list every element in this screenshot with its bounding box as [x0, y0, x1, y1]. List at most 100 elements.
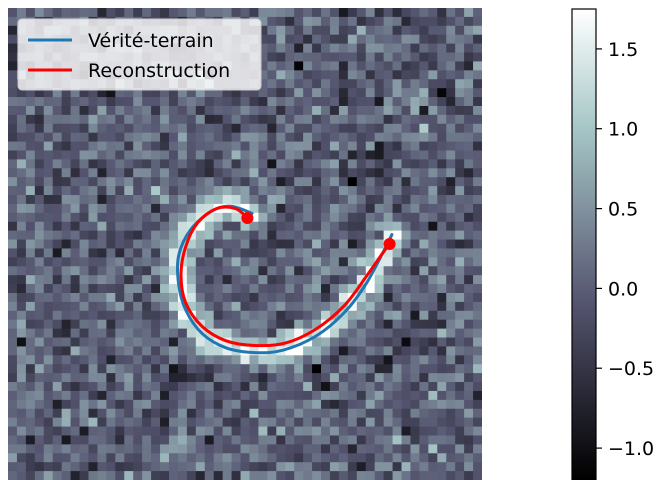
heatmap-cell — [338, 275, 349, 285]
heatmap-cell — [464, 61, 474, 71]
heatmap-cell — [16, 8, 27, 18]
heatmap-cell — [213, 239, 224, 250]
heatmap-cell — [321, 43, 331, 54]
heatmap-cell — [160, 382, 170, 392]
heatmap-cell — [455, 390, 465, 401]
heatmap-cell — [186, 319, 197, 330]
heatmap-cell — [347, 150, 358, 160]
heatmap-cell — [43, 168, 54, 178]
heatmap-cell — [142, 257, 152, 267]
heatmap-cell — [88, 373, 99, 383]
heatmap-cell — [383, 399, 394, 410]
heatmap-cell — [464, 186, 474, 196]
heatmap-cell — [70, 114, 81, 125]
heatmap-cell — [329, 408, 340, 419]
heatmap-cell — [347, 34, 358, 45]
heatmap-cell — [410, 34, 420, 45]
heatmap-cell — [419, 337, 429, 348]
heatmap-cell — [124, 328, 134, 339]
heatmap-cell — [285, 61, 295, 71]
heatmap-cell — [43, 132, 54, 143]
heatmap-cell — [25, 177, 36, 187]
heatmap-cell — [294, 97, 304, 107]
heatmap-cell — [365, 346, 376, 356]
heatmap-cell — [294, 123, 304, 134]
heatmap-cell — [61, 159, 72, 169]
heatmap-cell — [195, 426, 206, 437]
heatmap-cell — [177, 168, 188, 178]
heatmap-cell — [16, 114, 27, 125]
heatmap-cell — [285, 16, 295, 27]
heatmap-cell — [249, 408, 260, 419]
heatmap-cell — [303, 417, 313, 428]
heatmap-cell — [8, 408, 18, 419]
heatmap-cell — [249, 105, 260, 116]
heatmap-cell — [160, 266, 170, 276]
heatmap-cell — [428, 390, 438, 401]
heatmap-cell — [115, 114, 125, 125]
heatmap-cell — [464, 453, 474, 463]
heatmap-cell — [88, 355, 99, 365]
heatmap-cell — [338, 52, 349, 63]
heatmap-cell — [285, 186, 295, 196]
heatmap-cell — [464, 364, 474, 374]
heatmap-cell — [222, 328, 233, 339]
heatmap-cell — [329, 337, 340, 348]
heatmap-cell — [294, 16, 304, 27]
heatmap-cell — [356, 266, 367, 276]
heatmap-cell — [34, 105, 45, 116]
heatmap-cell — [455, 88, 465, 98]
heatmap-cell — [106, 266, 116, 276]
heatmap-cell — [79, 319, 90, 330]
heatmap-cell — [222, 132, 233, 143]
heatmap-cell — [177, 266, 188, 276]
heatmap-cell — [61, 435, 72, 445]
heatmap-cell — [43, 212, 54, 223]
heatmap-cell — [455, 52, 465, 63]
heatmap-cell — [61, 382, 72, 392]
heatmap-cell — [258, 97, 268, 107]
heatmap-cell — [455, 230, 465, 241]
heatmap-cell — [88, 453, 99, 463]
heatmap-cell — [329, 132, 340, 143]
heatmap-cell — [204, 168, 215, 178]
heatmap-cell — [97, 132, 107, 143]
heatmap-cell — [428, 275, 438, 285]
heatmap-cell — [52, 88, 63, 98]
heatmap-cell — [16, 301, 27, 312]
heatmap-cell — [303, 186, 313, 196]
heatmap-cell — [222, 284, 233, 294]
colorbar-tick-label: 1.5 — [608, 39, 638, 61]
heatmap-cell — [142, 230, 152, 241]
heatmap-cell — [329, 34, 340, 45]
heatmap-cell — [222, 159, 233, 169]
heatmap-cell — [106, 239, 116, 250]
heatmap-cell — [321, 79, 331, 89]
heatmap-cell — [446, 382, 456, 392]
heatmap-cell — [70, 390, 81, 401]
heatmap-cell — [115, 453, 125, 463]
heatmap-cell — [410, 301, 420, 312]
heatmap-cell — [410, 97, 420, 107]
heatmap-cell — [133, 266, 143, 276]
heatmap-cell — [383, 444, 394, 454]
heatmap-cell — [365, 248, 376, 258]
heatmap-cell — [124, 373, 134, 383]
heatmap-cell — [79, 328, 90, 339]
heatmap-cell — [249, 444, 260, 454]
heatmap-cell — [473, 203, 482, 214]
heatmap-cell — [8, 168, 18, 178]
heatmap-cell — [151, 159, 161, 169]
heatmap-cell — [303, 132, 313, 143]
heatmap-cell — [16, 292, 27, 303]
heatmap-cell — [258, 382, 268, 392]
heatmap-cell — [8, 399, 18, 410]
heatmap-cell — [365, 284, 376, 294]
heatmap-cell — [321, 239, 331, 250]
heatmap-cell — [276, 8, 286, 18]
heatmap-cell — [204, 239, 215, 250]
heatmap-cell — [392, 70, 403, 80]
heatmap-cell — [97, 248, 107, 258]
heatmap-cell — [43, 195, 54, 205]
heatmap-cell — [258, 435, 268, 445]
